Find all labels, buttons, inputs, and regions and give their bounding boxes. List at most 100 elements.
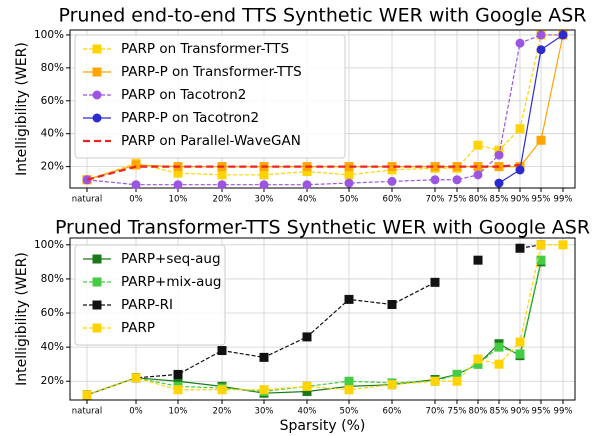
marker xyxy=(473,170,483,180)
x-tick-label: 90% xyxy=(511,195,530,205)
marker xyxy=(259,352,269,362)
marker xyxy=(173,376,183,386)
legend-label: PARP on Tacotron2 xyxy=(121,87,246,103)
marker xyxy=(387,176,397,186)
series xyxy=(494,30,568,188)
x-tick-label: 60% xyxy=(383,407,402,417)
marker xyxy=(344,178,354,188)
x-tick-label: 70% xyxy=(426,407,445,417)
marker xyxy=(259,170,269,180)
x-tick-label: 10% xyxy=(169,195,188,205)
x-tick-label: 70% xyxy=(426,195,445,205)
x-tick-label: 10% xyxy=(169,407,188,417)
marker xyxy=(131,160,141,170)
x-axis-label: Sparsity (%) xyxy=(280,418,366,434)
marker xyxy=(536,135,546,145)
legend-box xyxy=(74,244,226,346)
marker xyxy=(536,45,546,55)
legend-label: PARP xyxy=(121,320,155,336)
y-tick-label: 100% xyxy=(34,239,64,251)
x-tick-label: 50% xyxy=(340,195,359,205)
marker xyxy=(494,342,504,352)
series-line xyxy=(86,163,521,181)
legend-label: PARP-P on Transformer-TTS xyxy=(121,64,302,80)
x-tick-label: 50% xyxy=(340,407,359,417)
x-tick-label: 85% xyxy=(490,195,509,205)
marker xyxy=(173,180,183,190)
legend-box xyxy=(74,34,346,159)
marker xyxy=(173,385,183,395)
marker xyxy=(92,277,102,287)
marker xyxy=(515,243,525,253)
y-axis-label: Intelligibility (WER) xyxy=(14,252,30,386)
y-axis-label: Intelligibility (WER) xyxy=(14,42,30,176)
marker xyxy=(92,300,102,310)
marker xyxy=(473,162,483,172)
legend-label: PARP+mix-aug xyxy=(121,274,222,290)
x-tick-label: 99% xyxy=(554,195,573,205)
marker xyxy=(131,373,141,383)
x-tick-label: 80% xyxy=(469,195,488,205)
marker xyxy=(131,180,141,190)
marker xyxy=(302,180,312,190)
marker xyxy=(558,240,568,250)
marker xyxy=(473,255,483,265)
marker xyxy=(92,323,102,333)
legend-label: PARP-RI xyxy=(121,297,173,313)
marker xyxy=(473,140,483,150)
marker xyxy=(515,165,525,175)
marker xyxy=(92,90,102,100)
marker xyxy=(536,30,546,40)
marker xyxy=(473,359,483,369)
x-tick-label: 75% xyxy=(448,407,467,417)
y-tick-label: 60% xyxy=(41,307,64,319)
marker xyxy=(494,359,504,369)
chart-title: Pruned end-to-end TTS Synthetic WER with… xyxy=(59,5,587,27)
legend-label: PARP-P on Tacotron2 xyxy=(121,110,259,126)
series-line xyxy=(498,34,564,184)
y-tick-label: 20% xyxy=(41,161,64,173)
x-tick-label: 30% xyxy=(255,195,274,205)
plot-frame xyxy=(69,237,576,401)
marker xyxy=(494,145,504,155)
chart-title: Pruned Transformer-TTS Synthetic WER wit… xyxy=(55,217,590,239)
x-tick-label: 99% xyxy=(554,407,573,417)
series xyxy=(82,30,568,190)
marker xyxy=(259,180,269,190)
x-tick-label: 0% xyxy=(129,407,143,417)
x-tick-label: 40% xyxy=(298,195,317,205)
marker xyxy=(452,376,462,386)
x-tick-label: 0% xyxy=(129,195,143,205)
x-tick-label: 80% xyxy=(469,407,488,417)
marker xyxy=(217,346,227,356)
marker xyxy=(494,150,504,160)
x-tick-label: 20% xyxy=(213,407,232,417)
legend-label: PARP on Transformer-TTS xyxy=(121,41,289,57)
marker xyxy=(344,170,354,180)
x-tick-label: natural xyxy=(72,195,102,205)
y-tick-label: 100% xyxy=(34,29,64,41)
marker xyxy=(515,349,525,359)
y-tick-label: 40% xyxy=(41,128,64,140)
marker xyxy=(217,170,227,180)
marker xyxy=(536,240,546,250)
y-tick-label: 20% xyxy=(41,375,64,387)
legend-label: PARP+seq-aug xyxy=(121,251,221,267)
marker xyxy=(473,354,483,364)
y-tick-label: 80% xyxy=(41,273,64,285)
marker xyxy=(344,294,354,304)
marker xyxy=(344,162,354,172)
series-line xyxy=(86,34,563,186)
marker xyxy=(558,30,568,40)
marker xyxy=(494,178,504,188)
marker xyxy=(302,386,312,396)
marker xyxy=(387,380,397,390)
marker xyxy=(536,255,546,265)
marker xyxy=(387,162,397,172)
y-tick-label: 40% xyxy=(41,341,64,353)
marker xyxy=(302,167,312,177)
marker xyxy=(387,300,397,310)
marker xyxy=(452,369,462,379)
marker xyxy=(430,175,440,185)
